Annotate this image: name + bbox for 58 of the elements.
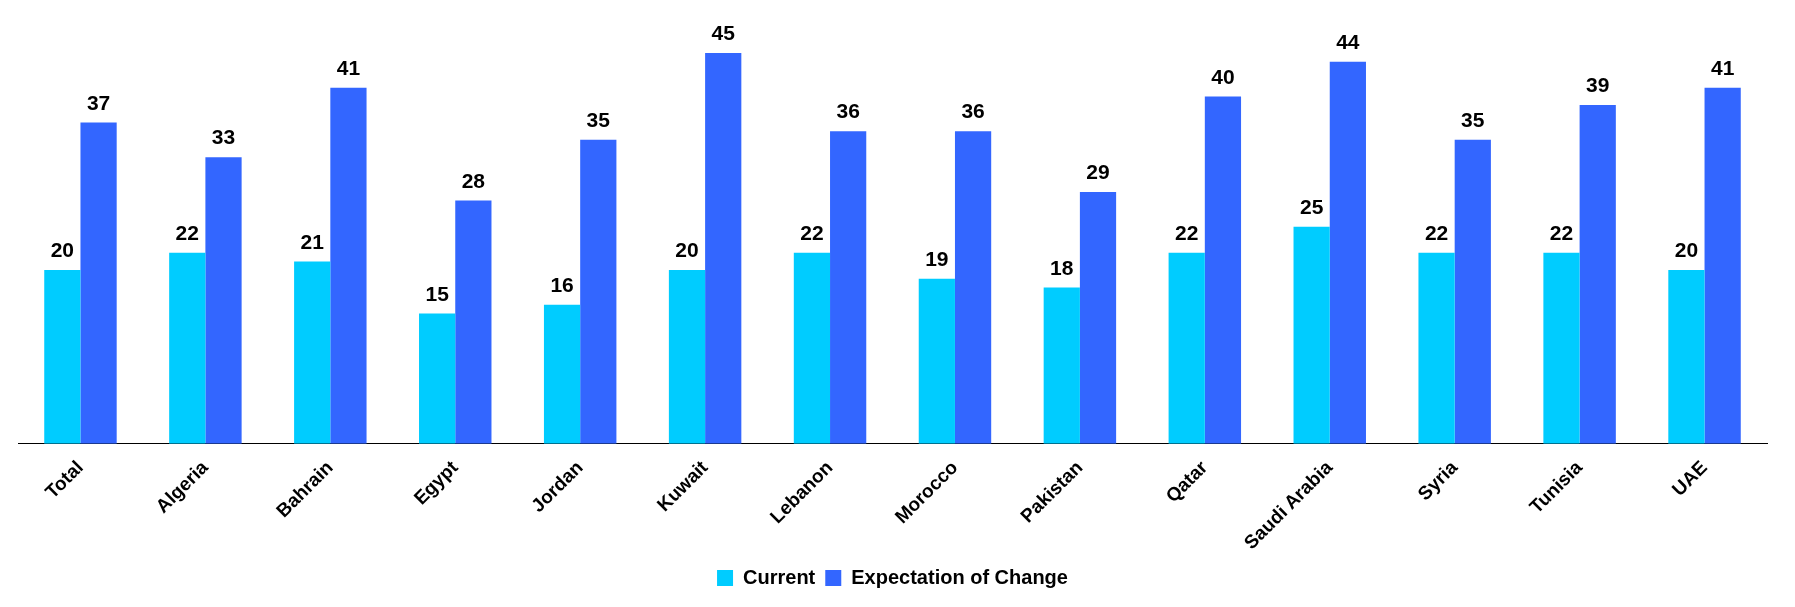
data-label: 20 [50, 238, 75, 262]
bar [1079, 191, 1117, 444]
bar [1329, 61, 1366, 444]
data-label: 19 [925, 247, 949, 271]
bar [668, 270, 706, 444]
data-label: 22 [800, 221, 824, 245]
data-label: 20 [675, 238, 699, 262]
data-label: 22 [1549, 221, 1574, 245]
bar [918, 278, 955, 444]
data-label: 20 [1674, 238, 1699, 262]
data-label: 16 [550, 273, 574, 297]
bar [80, 122, 117, 444]
bar [954, 131, 992, 444]
bar [44, 270, 81, 444]
bar [330, 87, 367, 444]
data-label: 36 [836, 99, 860, 123]
data-label: 35 [586, 108, 611, 132]
data-label: 33 [211, 125, 236, 149]
data-label: 22 [1175, 221, 1199, 245]
bar [1668, 270, 1705, 444]
bar [580, 139, 617, 444]
bar [455, 200, 492, 444]
data-label: 41 [336, 56, 361, 80]
bar [1543, 252, 1580, 444]
data-label: 22 [175, 221, 199, 245]
bar [1579, 105, 1616, 444]
data-label: 41 [1710, 56, 1735, 80]
bar [705, 53, 742, 444]
bar [1454, 139, 1491, 444]
data-label: 45 [711, 21, 736, 45]
bar [1204, 96, 1242, 444]
bar [830, 131, 867, 444]
data-label: 40 [1211, 64, 1235, 88]
bar [1704, 87, 1741, 444]
data-label: 35 [1461, 108, 1485, 132]
data-label: 21 [300, 229, 325, 253]
bar [543, 304, 581, 444]
bar [419, 313, 456, 444]
data-label: 39 [1586, 73, 1610, 97]
data-label: 18 [1050, 255, 1074, 279]
data-label: 37 [86, 90, 111, 114]
bar [1168, 252, 1205, 444]
data-label: 22 [1424, 221, 1449, 245]
bar [1293, 226, 1330, 444]
bar [294, 261, 331, 444]
data-label: 36 [961, 99, 985, 123]
data-label: 15 [425, 281, 450, 305]
bar [169, 252, 206, 444]
data-label: 44 [1336, 29, 1360, 53]
legend-label: Current [743, 565, 816, 588]
data-label: 25 [1299, 194, 1324, 218]
data-label: 29 [1086, 160, 1110, 184]
bar [793, 252, 831, 444]
bar [1418, 252, 1455, 444]
bar [205, 157, 242, 444]
bar [1043, 287, 1080, 444]
data-label: 28 [461, 168, 486, 192]
legend-label: Expectation of Change [851, 565, 1068, 588]
